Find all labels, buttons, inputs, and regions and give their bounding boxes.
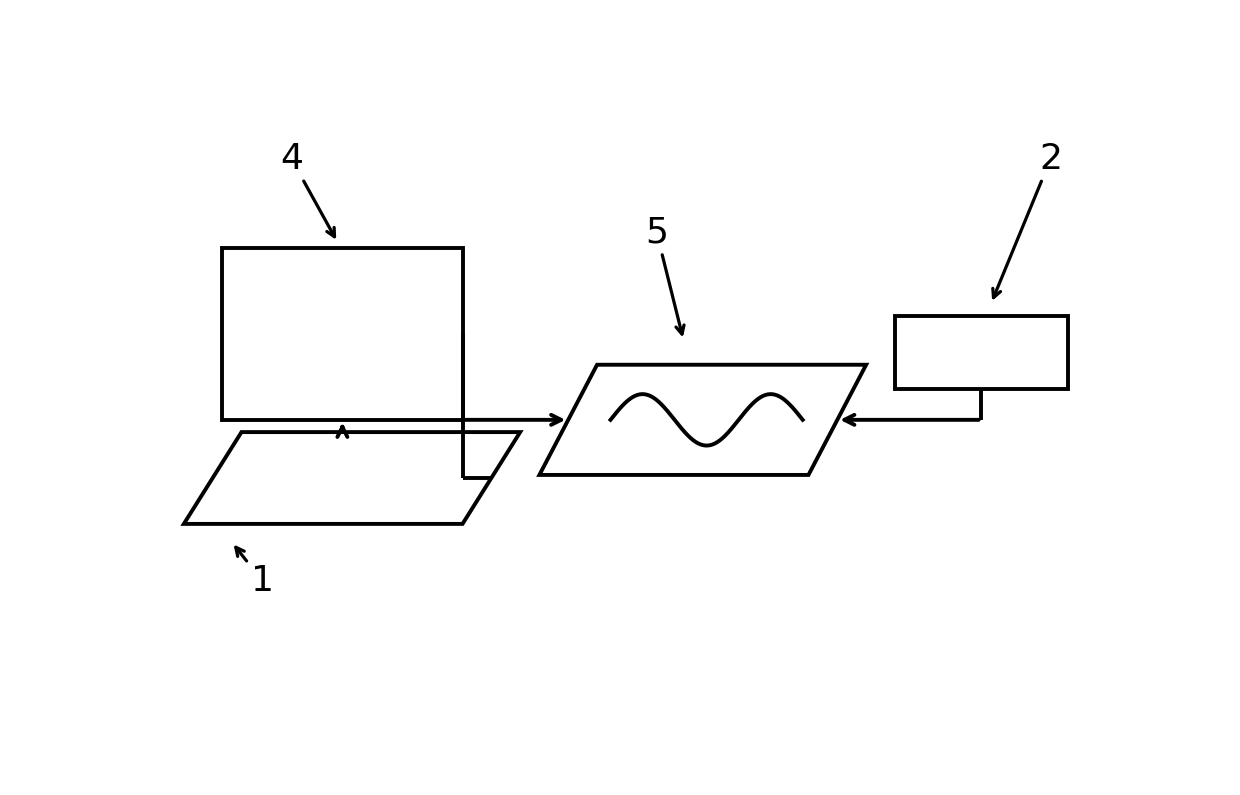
Text: 4: 4: [280, 142, 335, 237]
Text: 2: 2: [993, 142, 1063, 297]
Bar: [895, 316, 1068, 390]
Text: 5: 5: [645, 215, 684, 334]
Bar: [222, 248, 463, 420]
Text: 1: 1: [236, 547, 274, 599]
